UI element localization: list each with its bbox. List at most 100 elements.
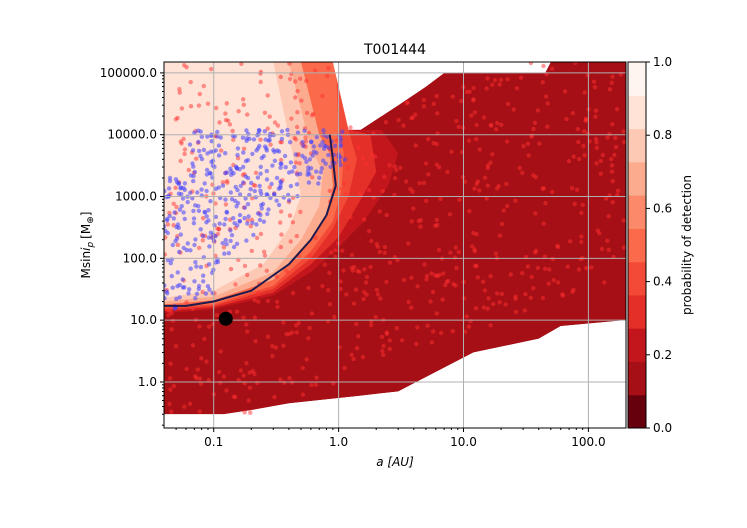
injected-point: [488, 323, 493, 328]
injected-point: [225, 180, 230, 185]
injected-point: [382, 174, 387, 180]
injected-point: [528, 295, 534, 300]
detected-point: [208, 199, 213, 204]
injected-point: [304, 357, 309, 362]
injected-point: [279, 140, 284, 145]
detected-point: [264, 177, 270, 182]
detected-point: [322, 143, 327, 148]
injected-point: [593, 114, 598, 119]
detected-point: [185, 199, 190, 205]
injected-point: [219, 148, 224, 153]
detected-point: [314, 169, 319, 174]
injected-point: [234, 309, 240, 314]
injected-point: [409, 275, 414, 280]
detected-point: [173, 177, 179, 182]
injected-point: [574, 187, 580, 192]
detected-point: [223, 171, 228, 176]
injected-point: [244, 361, 249, 366]
injected-point: [307, 253, 313, 258]
injected-point: [434, 311, 439, 316]
y-tick-label: 10.0: [130, 313, 157, 327]
injected-point: [186, 167, 191, 173]
injected-point: [435, 222, 440, 228]
detected-point: [176, 225, 181, 230]
injected-point: [424, 198, 429, 204]
injected-point: [413, 143, 418, 148]
detected-point: [248, 187, 253, 192]
detected-point: [238, 183, 243, 189]
injected-point: [492, 78, 498, 83]
injected-point: [585, 73, 590, 78]
injected-point: [223, 202, 229, 207]
injected-point: [405, 100, 410, 105]
detected-point: [261, 219, 267, 224]
injected-point: [505, 203, 510, 209]
injected-point: [241, 97, 246, 102]
x-axis-ticks: 0.1 1.0 10.0 100.0: [175, 428, 606, 449]
injected-point: [252, 315, 258, 320]
injected-point: [545, 101, 550, 106]
injected-point: [354, 321, 359, 327]
injected-point: [508, 272, 513, 277]
injected-point: [349, 352, 354, 358]
detected-point: [223, 151, 228, 156]
injected-point: [498, 77, 504, 83]
detected-point: [241, 164, 246, 170]
colorbar-segment: [628, 361, 646, 396]
detected-point: [338, 138, 343, 143]
detected-point: [167, 213, 172, 219]
detected-point: [276, 149, 282, 154]
detected-point: [216, 185, 221, 190]
injected-point: [188, 79, 193, 85]
injected-point: [197, 376, 203, 381]
injected-point: [454, 265, 459, 271]
injected-point: [443, 283, 448, 288]
injected-point: [333, 248, 339, 253]
injected-point: [213, 201, 218, 206]
detected-point: [197, 148, 202, 154]
injected-point: [497, 300, 502, 305]
injected-point: [173, 344, 179, 349]
injected-point: [214, 105, 219, 111]
colorbar-segment: [628, 228, 646, 263]
injected-point: [606, 247, 611, 252]
injected-point: [568, 239, 573, 244]
injected-point: [360, 354, 366, 360]
x-tick-label: 100.0: [571, 435, 605, 449]
injected-point: [413, 112, 418, 117]
injected-point: [258, 137, 263, 142]
detected-point: [209, 139, 214, 144]
injected-point: [570, 111, 576, 116]
detected-point: [243, 174, 248, 179]
injected-point: [383, 120, 389, 125]
detected-point: [191, 216, 197, 221]
injected-point: [495, 291, 500, 296]
detected-point: [201, 255, 206, 260]
injected-point: [415, 284, 420, 289]
detected-point: [255, 146, 261, 151]
injected-point: [474, 181, 479, 187]
injected-point: [173, 185, 178, 190]
injected-point: [267, 185, 272, 190]
detected-point: [287, 140, 293, 145]
detected-point: [220, 183, 226, 188]
injected-point: [272, 120, 278, 125]
injected-point: [393, 168, 399, 173]
injected-point: [421, 97, 426, 103]
injected-point: [595, 228, 600, 233]
injected-point: [275, 123, 281, 128]
detected-point: [203, 291, 209, 296]
injected-point: [169, 409, 174, 414]
injected-point: [364, 274, 370, 280]
injected-point: [370, 152, 375, 158]
detected-point: [173, 239, 178, 244]
injected-point: [293, 95, 298, 100]
region-band-7: [164, 62, 301, 298]
injected-point: [503, 302, 508, 307]
detected-point: [234, 241, 240, 246]
injected-point: [167, 210, 172, 216]
injected-point: [313, 235, 318, 241]
injected-point: [621, 245, 626, 250]
injected-point: [474, 122, 479, 128]
